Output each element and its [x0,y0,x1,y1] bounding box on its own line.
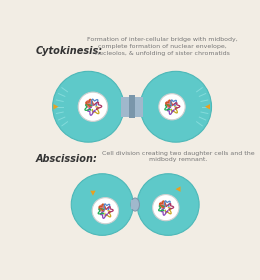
Circle shape [140,71,212,142]
Polygon shape [176,186,180,192]
Circle shape [159,201,166,209]
Circle shape [153,195,179,221]
Bar [129,95,135,118]
Polygon shape [90,191,96,196]
Bar [134,200,139,209]
Bar [121,97,143,117]
Circle shape [165,101,172,108]
Text: Cytokinesis:: Cytokinesis: [36,46,103,56]
Text: Cell division creating two daughter cells and the
midbody remnant.: Cell division creating two daughter cell… [102,151,255,162]
Text: Abscission:: Abscission: [36,155,98,164]
Text: Formation of inter-cellular bridge with midbody,
complete formation of nuclear e: Formation of inter-cellular bridge with … [87,38,238,56]
Circle shape [137,174,199,235]
Bar [131,200,136,209]
Circle shape [92,198,119,224]
Circle shape [53,71,124,142]
Polygon shape [205,104,210,109]
Circle shape [98,204,106,212]
Ellipse shape [131,198,139,211]
Circle shape [85,100,93,108]
Circle shape [159,94,185,120]
Polygon shape [53,104,58,109]
Circle shape [78,92,108,122]
Circle shape [71,174,133,235]
